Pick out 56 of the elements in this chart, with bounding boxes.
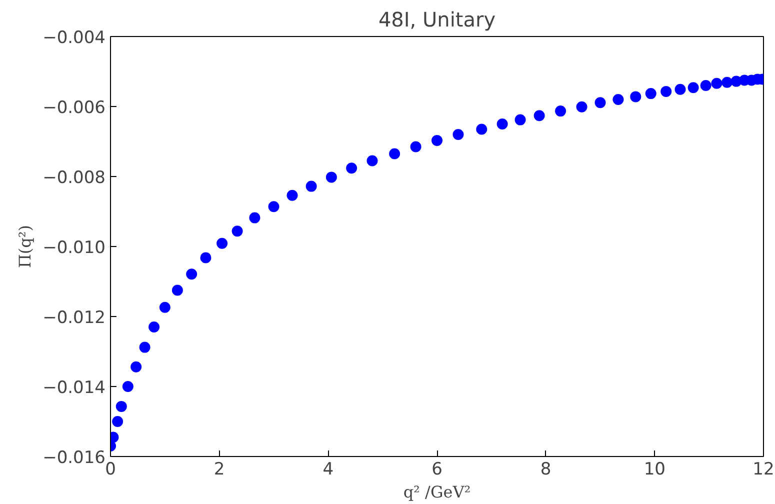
point (186, 268, 198, 280)
x-tick-label: 8 (540, 460, 552, 480)
x-tick-label: 10 (644, 460, 666, 480)
point (172, 284, 183, 296)
point (555, 106, 566, 117)
point (159, 302, 170, 313)
x-tick-label: 2 (214, 460, 225, 480)
point (722, 76, 733, 88)
point (612, 94, 624, 105)
point (130, 361, 142, 372)
point (688, 82, 699, 94)
point (514, 114, 526, 126)
point (112, 416, 124, 427)
point (122, 381, 134, 392)
y-tick-label: −0.014 (42, 378, 106, 398)
point (576, 101, 588, 112)
point (410, 141, 422, 152)
point (116, 400, 127, 412)
point (594, 97, 606, 108)
point (200, 252, 212, 264)
y-axis-title: Π(q²) (16, 224, 35, 268)
point (534, 110, 545, 122)
y-tick-label: −0.016 (42, 448, 106, 468)
point (496, 118, 508, 130)
y-tick-label: −0.006 (42, 98, 106, 118)
point (674, 84, 686, 95)
point (452, 129, 464, 140)
point (139, 342, 150, 353)
point (148, 322, 160, 332)
x-axis-title: q² /GeV² (403, 482, 471, 502)
point (711, 78, 722, 89)
point (306, 180, 317, 192)
y-tick-label: −0.010 (42, 238, 106, 258)
y-tick-label: −0.008 (42, 168, 106, 188)
point (268, 201, 280, 212)
x-tick-label: 4 (322, 460, 334, 480)
chart-title: 48I, Unitary (378, 8, 496, 32)
point (286, 190, 298, 201)
point (249, 212, 260, 224)
x-tick-label: 6 (432, 460, 442, 480)
y-tick-label: −0.012 (42, 308, 106, 328)
point (326, 172, 337, 183)
point (389, 148, 400, 160)
y-tick-label: −0.004 (42, 28, 106, 48)
point (366, 155, 378, 166)
point (700, 80, 712, 91)
point (432, 134, 442, 146)
point (476, 124, 488, 135)
x-tick-label: 12 (752, 460, 774, 480)
point (645, 88, 656, 100)
point (630, 91, 642, 102)
point (216, 238, 228, 249)
point (660, 86, 672, 97)
point (346, 162, 358, 174)
point (232, 226, 243, 237)
x-tick-label: 0 (105, 460, 116, 480)
